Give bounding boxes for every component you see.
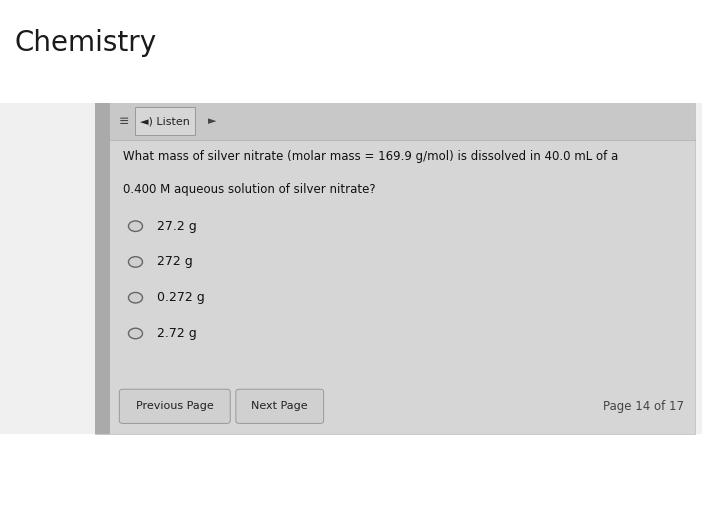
- FancyBboxPatch shape: [95, 103, 695, 434]
- FancyBboxPatch shape: [95, 103, 110, 434]
- Text: 0.400 M aqueous solution of silver nitrate?: 0.400 M aqueous solution of silver nitra…: [123, 183, 376, 196]
- Text: 272 g: 272 g: [157, 256, 192, 268]
- FancyBboxPatch shape: [135, 107, 195, 135]
- Text: Chemistry: Chemistry: [14, 29, 156, 57]
- Text: What mass of silver nitrate (molar mass = 169.9 g/mol) is dissolved in 40.0 mL o: What mass of silver nitrate (molar mass …: [123, 150, 618, 163]
- Circle shape: [128, 292, 143, 303]
- Text: ≡: ≡: [119, 115, 129, 128]
- Text: 0.272 g: 0.272 g: [157, 291, 204, 304]
- Text: 27.2 g: 27.2 g: [157, 220, 197, 232]
- Circle shape: [128, 257, 143, 267]
- Text: Page 14 of 17: Page 14 of 17: [604, 400, 684, 413]
- FancyBboxPatch shape: [236, 389, 324, 423]
- Circle shape: [128, 328, 143, 339]
- Text: ►: ►: [208, 116, 216, 127]
- FancyBboxPatch shape: [110, 103, 695, 140]
- FancyBboxPatch shape: [0, 0, 702, 103]
- Text: Next Page: Next Page: [251, 401, 308, 411]
- FancyBboxPatch shape: [0, 434, 702, 526]
- Text: 2.72 g: 2.72 g: [157, 327, 197, 340]
- Circle shape: [128, 221, 143, 231]
- FancyBboxPatch shape: [119, 389, 230, 423]
- Text: Previous Page: Previous Page: [136, 401, 213, 411]
- Text: ◄) Listen: ◄) Listen: [140, 116, 190, 127]
